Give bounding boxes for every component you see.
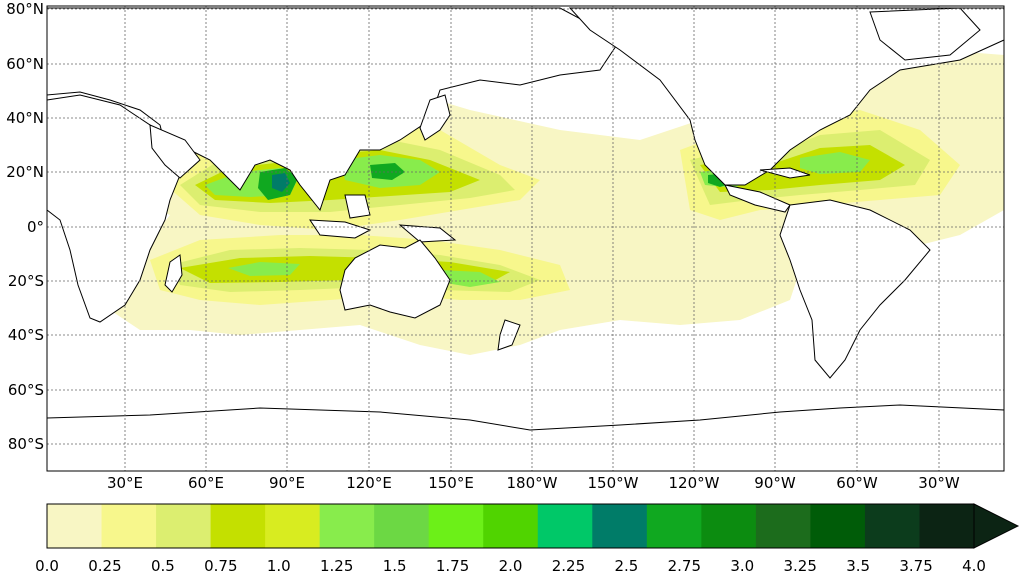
longitude-labels: 30°E 60°E 90°E 120°E 150°E 180°W 150°W 1… bbox=[107, 474, 960, 492]
lon-label: 120°W bbox=[669, 474, 720, 492]
lon-label: 150°W bbox=[588, 474, 639, 492]
colorbar-tick-label: 1.5 bbox=[383, 557, 407, 575]
lon-label: 60°W bbox=[836, 474, 878, 492]
colorbar-segment bbox=[265, 504, 321, 548]
colorbar-tick-label: 0.25 bbox=[88, 557, 121, 575]
colorbar-tick-label: 1.0 bbox=[267, 557, 291, 575]
colorbar-tick-label: 3.75 bbox=[899, 557, 932, 575]
colorbar-tick-label: 2.25 bbox=[552, 557, 585, 575]
colorbar-outline bbox=[46, 503, 975, 549]
landmasses bbox=[46, 7, 1005, 472]
field-level-deep bbox=[258, 163, 735, 200]
lat-label: 60°N bbox=[6, 55, 44, 73]
colorbar-segment bbox=[483, 504, 539, 548]
lat-label: 80°S bbox=[8, 435, 44, 453]
borneo bbox=[344, 194, 371, 219]
indonesia bbox=[309, 219, 372, 239]
lon-label: 120°E bbox=[346, 474, 392, 492]
colorbar-segment bbox=[646, 504, 702, 548]
field-level-core bbox=[272, 173, 290, 192]
colorbar-tick-label: 3.25 bbox=[783, 557, 816, 575]
colorbar-segment bbox=[428, 504, 484, 548]
colorbar-segment bbox=[701, 504, 757, 548]
colorbar-segment bbox=[755, 504, 811, 548]
colorbar-tick-label: 1.25 bbox=[320, 557, 353, 575]
field-level-green bbox=[205, 152, 870, 287]
colorbar-tick-label: 4.0 bbox=[962, 557, 986, 575]
japan bbox=[419, 94, 451, 141]
latitude-labels: 80°N 60°N 40°N 20°N 0° 20°S 40°S 60°S 80… bbox=[6, 0, 44, 453]
colorbar-tick-label: 0.75 bbox=[204, 557, 237, 575]
colorbar-tick-label: 3.5 bbox=[846, 557, 870, 575]
greenland bbox=[869, 7, 981, 61]
colorbar-segment bbox=[810, 504, 866, 548]
caribbean-islands bbox=[759, 167, 811, 179]
lat-label: 20°S bbox=[8, 272, 44, 290]
lon-label: 180°W bbox=[507, 474, 558, 492]
arabia bbox=[149, 124, 201, 179]
colorbar-tick-label: 2.75 bbox=[668, 557, 701, 575]
new-guinea bbox=[398, 224, 457, 243]
colorbar-tick-label: 2.5 bbox=[614, 557, 638, 575]
colorbar-tick-label: 0.0 bbox=[35, 557, 59, 575]
colorbar-segment bbox=[319, 504, 375, 548]
colorbar-segment bbox=[864, 504, 920, 548]
central-america bbox=[724, 184, 791, 213]
lat-label: 40°S bbox=[8, 326, 44, 344]
lat-label: 80°N bbox=[6, 0, 44, 18]
colorbar-segment bbox=[47, 504, 103, 548]
south-america bbox=[779, 199, 931, 379]
colorbar-segment bbox=[592, 504, 648, 548]
colorbar-tick-label: 2.0 bbox=[499, 557, 523, 575]
colorbar-tick-label: 3.0 bbox=[730, 557, 754, 575]
graticule bbox=[47, 6, 1004, 471]
colorbar-segment bbox=[537, 504, 593, 548]
map-border bbox=[46, 5, 1005, 472]
lat-label: 40°N bbox=[6, 109, 44, 127]
africa bbox=[46, 94, 181, 323]
colorbar-segment bbox=[374, 504, 430, 548]
lon-label: 30°W bbox=[918, 474, 960, 492]
colorbar-segment bbox=[101, 504, 157, 548]
colorbar: 0.0 0.25 0.5 0.75 1.0 1.25 1.5 1.75 2.0 2.25 2.5 2.… bbox=[35, 503, 1020, 575]
colorbar-segment bbox=[210, 504, 266, 548]
colorbar-segment bbox=[919, 504, 975, 548]
colorbar-tick-label: 0.5 bbox=[151, 557, 175, 575]
colorbar-segment bbox=[156, 504, 212, 548]
lat-label: 20°N bbox=[6, 163, 44, 181]
lat-label: 0° bbox=[27, 218, 44, 236]
lon-label: 30°E bbox=[107, 474, 143, 492]
colorbar-tick-label: 1.75 bbox=[436, 557, 469, 575]
lon-label: 150°E bbox=[428, 474, 474, 492]
colorbar-extend-arrow bbox=[973, 503, 1020, 549]
lat-label: 60°S bbox=[8, 381, 44, 399]
lon-label: 90°E bbox=[269, 474, 305, 492]
lon-label: 60°E bbox=[188, 474, 224, 492]
lon-label: 90°W bbox=[754, 474, 796, 492]
australia bbox=[339, 239, 451, 319]
map-panel: 80°N 60°N 40°N 20°N 0° 20°S 40°S 60°S 80… bbox=[6, 0, 1005, 492]
madagascar bbox=[164, 254, 183, 293]
eurasia bbox=[46, 7, 621, 212]
